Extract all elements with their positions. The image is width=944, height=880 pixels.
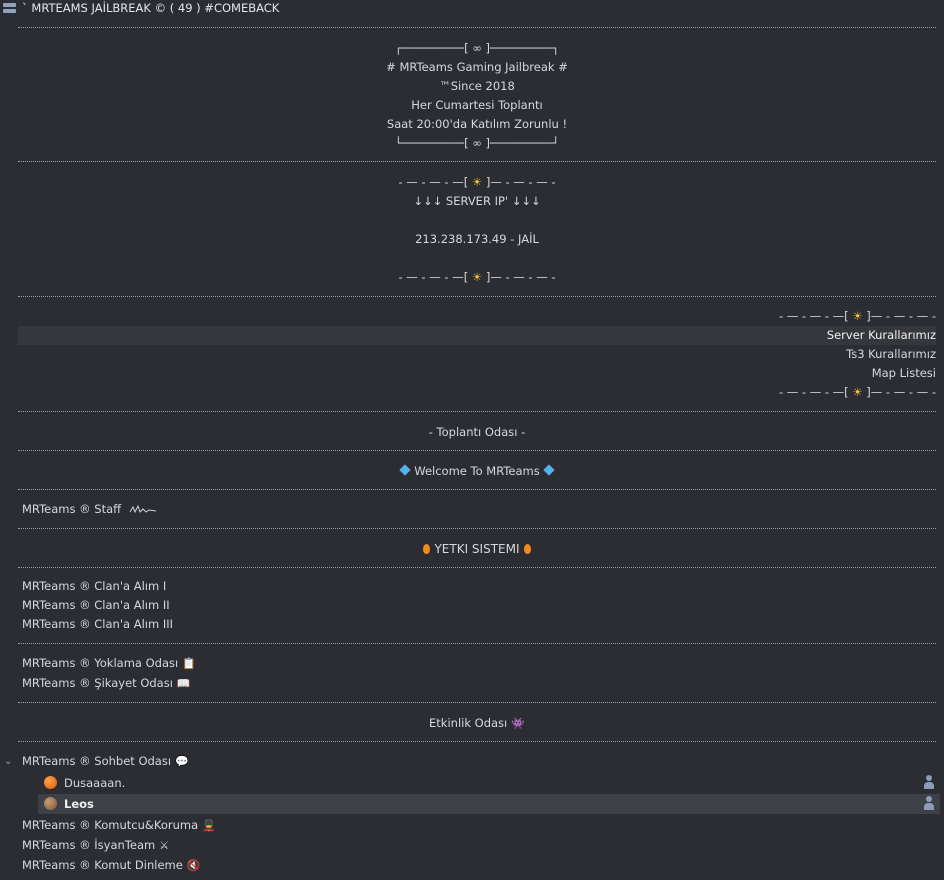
user-icon [924, 796, 934, 810]
gem-icon [543, 464, 555, 476]
channel-clan-1[interactable]: MRTeams ® Clan'a Alım I [22, 579, 167, 593]
spacer-line [18, 702, 936, 703]
spacer-line [18, 27, 936, 28]
talking-status-icon [44, 776, 57, 789]
channel-yetki-sistemi[interactable]: YETKI SISTEMI [18, 542, 936, 556]
spacer-line [18, 161, 936, 162]
flame-icon [523, 544, 531, 554]
channel-meeting-room[interactable]: - Toplantı Odası - [428, 425, 526, 439]
channel-komut-dinleme[interactable]: MRTeams ® Komut Dinleme 🔇 [22, 858, 201, 872]
sun-icon: ☀ [471, 270, 483, 284]
channel-yoklama[interactable]: MRTeams ® Yoklama Odası 📋 [22, 656, 196, 670]
spacer-line [18, 567, 936, 568]
rules-deco-top[interactable]: - — - — - —[ ☀ ]— - — - — - [778, 309, 936, 323]
sun-icon: ☀ [471, 175, 483, 189]
sun-icon: ☀ [852, 385, 863, 399]
chevron-down-icon[interactable]: ⌄ [4, 756, 13, 767]
gem-icon [399, 464, 411, 476]
banner-bottom[interactable]: └─────────[ ∞ ]─────────┘ [394, 136, 560, 150]
banner-line-meeting[interactable]: Her Cumartesi Toplantı [411, 98, 543, 112]
channel-sikayet[interactable]: MRTeams ® Şikayet Odası 📖 [22, 676, 191, 690]
banner-top[interactable]: ┌─────────[ ∞ ]─────────┐ [394, 41, 560, 55]
channel-isyan[interactable]: MRTeams ® İsyanTeam ⚔ [22, 838, 170, 852]
server-title: ` MRTEAMS JAİLBREAK © ( 49 ) #COMEBACK [22, 1, 280, 15]
selected-row-highlight [38, 794, 940, 814]
channel-clan-2[interactable]: MRTeams ® Clan'a Alım II [22, 598, 170, 612]
client-dusaaaan[interactable]: Dusaaaan. [64, 776, 126, 790]
channel-sohbet[interactable]: MRTeams ® Sohbet Odası 💬 [22, 754, 189, 768]
spacer-line [18, 643, 936, 644]
spacer-line [18, 528, 936, 529]
rules-deco-bottom[interactable]: - — - — - —[ ☀ ]— - — - — - [778, 385, 936, 399]
swords-icon: ⚔ [159, 839, 170, 852]
spacer-line [18, 296, 936, 297]
server-icon [3, 3, 16, 14]
banner-line-time[interactable]: Saat 20:00'da Katılım Zorunlu ! [386, 117, 568, 131]
book-icon: 📖 [176, 677, 191, 690]
guard-icon: 💂 [202, 819, 216, 832]
spacer-line [18, 450, 936, 451]
server-ip[interactable]: 213.238.173.49 - JAİL [415, 232, 539, 246]
channel-etkinlik[interactable]: Etkinlik Odası 👾 [429, 716, 525, 730]
server-header[interactable]: ` MRTEAMS JAİLBREAK © ( 49 ) #COMEBACK [0, 0, 944, 18]
user-icon [924, 775, 934, 789]
banner-line-since[interactable]: ™Since 2018 [439, 79, 515, 93]
clipboard-icon: 📋 [182, 657, 196, 670]
server-ip-label[interactable]: ↓↓↓ SERVER IP' ↓↓↓ [413, 194, 541, 208]
banner-line-name[interactable]: # MRTeams Gaming Jailbreak # [386, 60, 568, 74]
channel-map-list[interactable]: Map Listesi [871, 366, 936, 380]
mute-icon: 🔇 [186, 859, 201, 872]
row-highlight [18, 326, 936, 345]
sun-icon: ☀ [852, 309, 863, 323]
invader-icon: 👾 [511, 717, 525, 730]
away-status-icon [44, 797, 57, 810]
signature-icon [129, 504, 156, 514]
channel-clan-3[interactable]: MRTeams ® Clan'a Alım III [22, 617, 173, 631]
spacer-line [18, 741, 936, 742]
channel-staff[interactable]: MRTeams ® Staff [22, 502, 157, 516]
channel-welcome[interactable]: Welcome To MRTeams [18, 464, 936, 478]
spacer-line [18, 489, 936, 490]
ip-deco-top[interactable]: - — - — - —[ ☀ ]— - — - — - [398, 175, 556, 189]
speech-bubble-icon: 💬 [175, 755, 189, 768]
flame-icon [423, 544, 431, 554]
channel-komutcu[interactable]: MRTeams ® Komutcu&Koruma 💂 [22, 818, 216, 832]
channel-server-rules[interactable]: Server Kurallarımız [826, 328, 936, 342]
spacer-line [18, 411, 936, 412]
client-leos[interactable]: Leos [64, 797, 94, 811]
channel-ts3-rules[interactable]: Ts3 Kurallarımız [846, 347, 936, 361]
ip-deco-bottom[interactable]: - — - — - —[ ☀ ]— - — - — - [398, 270, 556, 284]
